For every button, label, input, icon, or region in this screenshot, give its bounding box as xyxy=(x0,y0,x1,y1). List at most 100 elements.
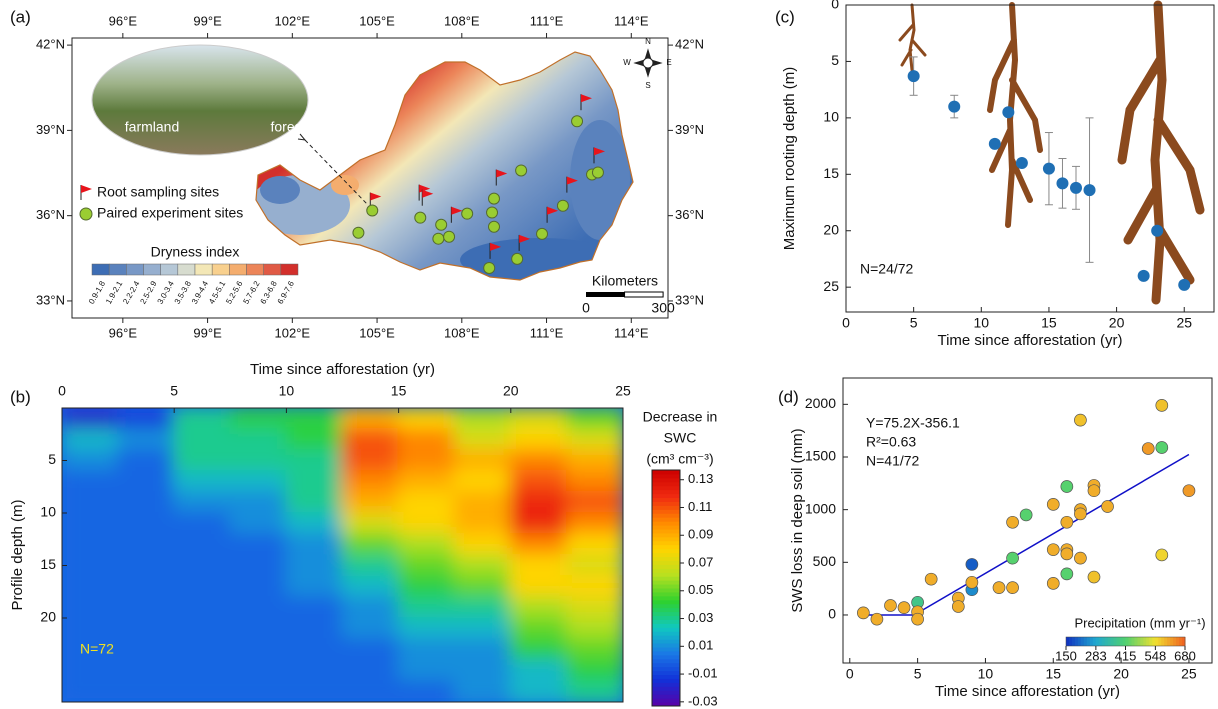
heatmap-cell xyxy=(61,491,120,515)
legend-marker xyxy=(80,208,92,220)
colorbar-step xyxy=(1117,637,1120,646)
colorbar-step xyxy=(652,675,680,679)
colorbar-step xyxy=(652,690,680,694)
scale-title: Kilometers xyxy=(592,273,658,289)
heatmap-cell xyxy=(61,617,120,641)
colorbar-step xyxy=(1066,637,1069,646)
colorbar-step xyxy=(652,698,680,702)
heatmap-cell xyxy=(454,407,513,431)
heatmap-cell xyxy=(398,449,457,473)
heatmap-cell xyxy=(229,554,288,578)
compass-letter: N xyxy=(645,37,651,46)
fit-line xyxy=(863,454,1189,614)
annotation: N=41/72 xyxy=(866,453,920,469)
colorbar-step xyxy=(652,572,680,576)
colorbar-tick-label: -0.01 xyxy=(688,666,718,681)
heatmap-cell xyxy=(117,575,176,599)
site-marker xyxy=(489,221,500,232)
point xyxy=(1056,177,1068,189)
x-tick-label: 15 xyxy=(1045,666,1061,682)
x-tick-label: 0 xyxy=(846,666,854,682)
annotation: R²=0.63 xyxy=(866,434,916,450)
y-tick-label: 1000 xyxy=(805,500,836,516)
heatmap-cell xyxy=(229,470,288,494)
site-marker xyxy=(557,200,568,211)
point xyxy=(857,607,869,619)
legend-title: Dryness index xyxy=(151,244,240,260)
heatmap-cell xyxy=(454,617,513,641)
heatmap-cell xyxy=(510,449,569,473)
heatmap-cell xyxy=(398,491,457,515)
point xyxy=(1183,485,1195,497)
heatmap-cell xyxy=(566,470,625,494)
colorbar-step xyxy=(1093,637,1096,646)
colorbar-tick-label: 0.11 xyxy=(688,499,712,514)
colorbar-step xyxy=(652,498,680,502)
annotation: N=72 xyxy=(80,641,114,657)
y-tick-label: 20 xyxy=(40,609,56,625)
colorbar-step xyxy=(1081,637,1084,646)
site-marker xyxy=(353,227,364,238)
colorbar-step xyxy=(652,663,680,667)
colorbar-step xyxy=(1161,637,1164,646)
heatmap-cell xyxy=(61,470,120,494)
colorbar-step xyxy=(652,560,680,564)
colorbar-step xyxy=(1131,637,1134,646)
heatmap-cell xyxy=(454,575,513,599)
point xyxy=(1084,184,1096,196)
y-tick-label: 0 xyxy=(828,606,836,622)
heatmap-cell xyxy=(398,512,457,536)
legend-swatch xyxy=(229,264,246,275)
heatmap-cell xyxy=(173,491,232,515)
heatmap-cell xyxy=(285,617,344,641)
site-marker xyxy=(516,165,527,176)
colorbar-tick-label: 0.07 xyxy=(688,554,713,569)
colorbar-tick-label: 0.13 xyxy=(688,471,713,486)
colorbar-step xyxy=(1090,637,1093,646)
point xyxy=(1061,516,1073,528)
heatmap-cell xyxy=(229,491,288,515)
y-tick-label: 15 xyxy=(823,165,839,181)
x-tick-label: 25 xyxy=(615,383,631,399)
heatmap-cell xyxy=(117,428,176,452)
colorbar-tick-label: 0.01 xyxy=(688,638,713,653)
x-tick-label: 114°E xyxy=(614,325,649,340)
heatmap-cell xyxy=(398,680,457,704)
colorbar-step xyxy=(652,631,680,635)
colorbar-step xyxy=(1087,637,1090,646)
heatmap-cell xyxy=(454,428,513,452)
heatmap-cell xyxy=(61,659,120,683)
colorbar-step xyxy=(652,501,680,505)
colorbar-step xyxy=(1078,637,1081,646)
colorbar-step xyxy=(652,525,680,529)
x-tick-label: 96°E xyxy=(109,13,138,28)
heatmap-cell xyxy=(566,491,625,515)
point xyxy=(1070,182,1082,194)
heatmap-cell xyxy=(61,407,120,431)
heatmap-cell xyxy=(454,470,513,494)
point xyxy=(1074,552,1086,564)
x-tick-label: 111°E xyxy=(530,13,564,28)
heatmap-cell xyxy=(173,554,232,578)
x-tick-label: 102°E xyxy=(275,325,311,340)
inset-label: forest xyxy=(270,119,305,135)
heatmap-cell xyxy=(285,428,344,452)
legend-swatch xyxy=(178,264,195,275)
point xyxy=(898,602,910,614)
point xyxy=(1047,498,1059,510)
heatmap-cell xyxy=(454,512,513,536)
colorbar-step xyxy=(652,678,680,682)
x-tick-label: 10 xyxy=(974,315,990,331)
heatmap-cell xyxy=(117,512,176,536)
colorbar-step xyxy=(652,612,680,616)
heatmap-cell xyxy=(173,470,232,494)
point xyxy=(1074,414,1086,426)
heatmap-cell xyxy=(229,680,288,704)
colorbar-step xyxy=(652,651,680,655)
colorbar-step xyxy=(1126,637,1129,646)
heatmap-cells xyxy=(61,407,625,704)
heatmap-cell xyxy=(398,575,457,599)
heatmap-cell xyxy=(342,491,401,515)
point xyxy=(1007,516,1019,528)
heatmap-cell xyxy=(342,407,401,431)
